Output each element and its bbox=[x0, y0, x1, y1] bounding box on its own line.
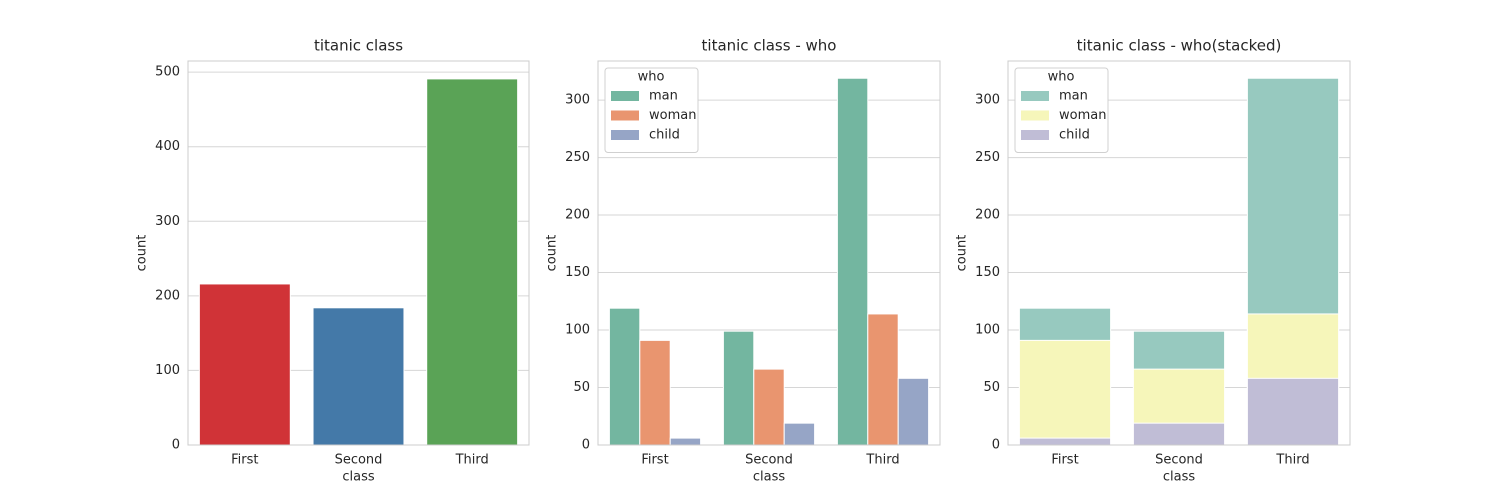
y-tick-label: 100 bbox=[155, 363, 180, 378]
bar bbox=[1018, 339, 1112, 446]
chart-title: titanic class - who bbox=[702, 37, 837, 55]
bar bbox=[722, 330, 755, 446]
legend-label: child bbox=[649, 128, 680, 143]
legend-label: child bbox=[1059, 128, 1090, 143]
bar bbox=[198, 283, 291, 446]
x-tick-label: Second bbox=[1155, 453, 1203, 468]
y-tick-label: 250 bbox=[565, 150, 590, 165]
x-tick-label: First bbox=[231, 453, 258, 468]
legend-title: who bbox=[638, 70, 665, 85]
bar bbox=[669, 437, 702, 446]
y-tick-label: 300 bbox=[565, 93, 590, 108]
bar bbox=[639, 339, 671, 446]
y-tick-label: 200 bbox=[565, 208, 590, 223]
legend-label: man bbox=[1059, 89, 1088, 104]
legend-label: woman bbox=[1059, 108, 1106, 123]
bar bbox=[312, 307, 405, 446]
y-tick-label: 150 bbox=[975, 265, 1000, 280]
x-tick-label: Third bbox=[1275, 453, 1309, 468]
y-tick-label: 0 bbox=[582, 438, 590, 453]
axes-frame bbox=[597, 60, 941, 446]
y-tick-label: 200 bbox=[975, 208, 1000, 223]
y-tick-label: 50 bbox=[983, 380, 1000, 395]
bar bbox=[867, 313, 899, 446]
x-axis-label: class bbox=[1163, 470, 1195, 485]
x-tick-label: Second bbox=[745, 453, 793, 468]
x-tick-label: Third bbox=[865, 453, 899, 468]
y-axis-label: count bbox=[135, 235, 150, 272]
y-axis-label: count bbox=[545, 235, 560, 272]
y-tick-label: 150 bbox=[565, 265, 590, 280]
y-tick-label: 200 bbox=[155, 288, 180, 303]
legend-swatch bbox=[611, 110, 639, 121]
legend-swatch bbox=[1021, 110, 1049, 121]
bar bbox=[836, 77, 869, 446]
chart-title: titanic class - who(stacked) bbox=[1077, 37, 1282, 55]
y-tick-label: 500 bbox=[155, 65, 180, 80]
y-tick-label: 250 bbox=[975, 150, 1000, 165]
bar bbox=[1246, 377, 1340, 446]
bar bbox=[426, 78, 519, 446]
bar bbox=[608, 307, 641, 446]
y-tick-label: 400 bbox=[155, 139, 180, 154]
chart-panel: 0 50 100 150 200 250 300 First Second Third titani… bbox=[955, 37, 1351, 485]
bar bbox=[897, 377, 930, 446]
y-tick-label: 300 bbox=[975, 93, 1000, 108]
legend: who man woman child bbox=[1014, 67, 1109, 153]
bar bbox=[753, 368, 785, 446]
axes-frame bbox=[187, 60, 530, 446]
x-tick-label: First bbox=[641, 453, 668, 468]
legend-swatch bbox=[611, 91, 639, 101]
bar bbox=[1018, 437, 1112, 446]
y-tick-label: 300 bbox=[155, 214, 180, 229]
x-tick-label: Third bbox=[455, 453, 489, 468]
chart-panel: 0 100 200 300 400 500 First Second Third titanic … bbox=[135, 37, 530, 485]
x-axis-label: class bbox=[753, 470, 785, 485]
chart-title: titanic class bbox=[314, 37, 403, 55]
x-axis-label: class bbox=[342, 470, 374, 485]
legend-swatch bbox=[1021, 130, 1049, 140]
legend-label: man bbox=[649, 89, 678, 104]
axes-frame bbox=[1007, 60, 1351, 446]
y-tick-label: 0 bbox=[172, 438, 180, 453]
chart-panel: 0 50 100 150 200 250 300 First Second Third titani… bbox=[545, 37, 941, 485]
x-tick-label: First bbox=[1051, 453, 1078, 468]
legend-label: woman bbox=[649, 108, 696, 123]
x-tick-label: Second bbox=[335, 453, 383, 468]
legend-swatch bbox=[1021, 91, 1049, 101]
legend-title: who bbox=[1048, 70, 1075, 85]
legend: who man woman child bbox=[604, 67, 699, 153]
y-tick-label: 0 bbox=[992, 438, 1000, 453]
bar bbox=[783, 422, 816, 446]
bar bbox=[1132, 422, 1226, 446]
y-tick-label: 100 bbox=[565, 323, 590, 338]
y-axis-label: count bbox=[955, 235, 970, 272]
y-tick-label: 100 bbox=[975, 323, 1000, 338]
legend-swatch bbox=[611, 130, 639, 140]
y-tick-label: 50 bbox=[573, 380, 590, 395]
